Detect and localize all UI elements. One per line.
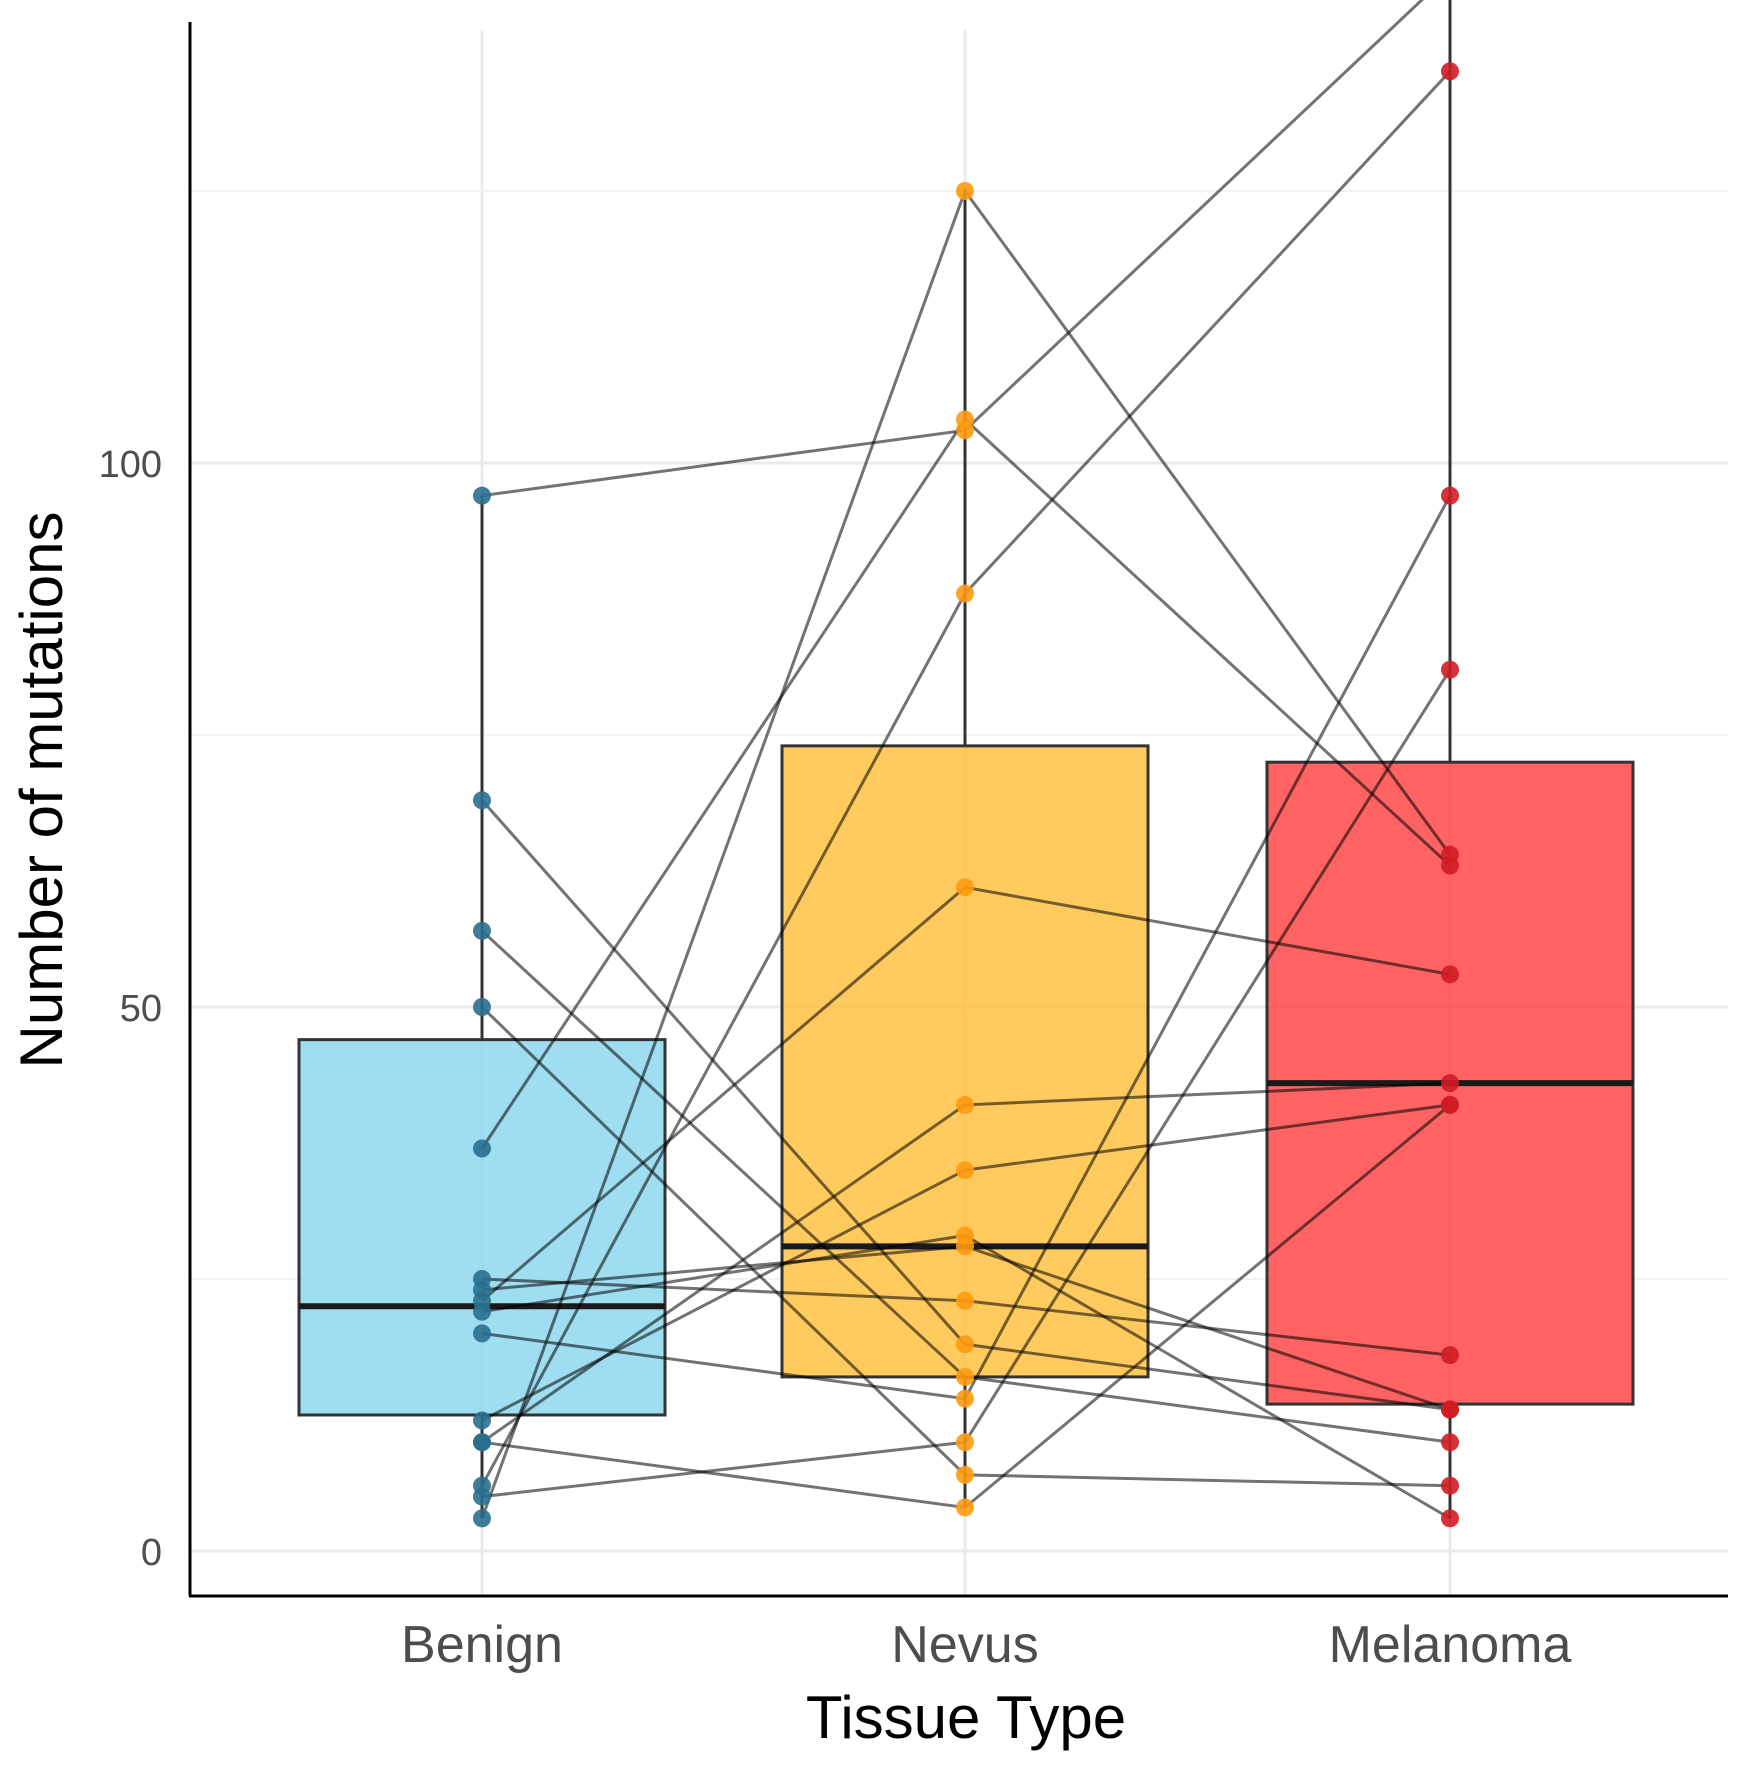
point-nevus-5 xyxy=(956,410,974,429)
point-melanoma-3 xyxy=(1441,1433,1459,1452)
point-melanoma-16 xyxy=(1441,1095,1459,1114)
point-nevus-2 xyxy=(956,1335,974,1354)
point-benign-16 xyxy=(473,1433,491,1452)
point-benign-4 xyxy=(473,998,491,1016)
point-benign-2 xyxy=(473,791,491,810)
point-benign-13 xyxy=(473,1487,491,1506)
x-axis-title: Tissue Type xyxy=(806,1684,1126,1751)
point-melanoma-11 xyxy=(1441,1074,1459,1093)
point-melanoma-6 xyxy=(1441,1346,1459,1365)
point-melanoma-4 xyxy=(1441,1476,1459,1495)
point-nevus-14 xyxy=(956,182,974,200)
point-nevus-15 xyxy=(956,1161,974,1180)
point-nevus-4 xyxy=(956,1465,974,1484)
point-nevus-11 xyxy=(956,1095,974,1114)
tick-labels: 0 50 100 Benign Nevus Melanoma xyxy=(99,444,1572,1674)
point-nevus-8 xyxy=(956,878,974,897)
x-tick-label-nevus: Nevus xyxy=(891,1616,1038,1674)
axes xyxy=(188,22,1728,1598)
box-benign xyxy=(297,1038,667,1417)
point-nevus-9 xyxy=(956,1226,974,1245)
point-benign-3 xyxy=(473,921,491,940)
x-tick-label-benign: Benign xyxy=(401,1616,563,1674)
x-tick-label-melanoma: Melanoma xyxy=(1329,1616,1572,1674)
point-nevus-16 xyxy=(956,1498,974,1517)
box-nevus xyxy=(780,744,1150,1379)
point-benign-1 xyxy=(473,486,491,505)
point-melanoma-9 xyxy=(1441,1509,1459,1528)
point-nevus-12 xyxy=(956,584,974,603)
point-benign-9 xyxy=(473,1302,491,1321)
point-melanoma-12 xyxy=(1441,62,1459,81)
point-melanoma-8 xyxy=(1441,965,1459,984)
point-melanoma-7 xyxy=(1441,1400,1459,1419)
point-nevus-10 xyxy=(956,1389,974,1408)
point-melanoma-13 xyxy=(1441,660,1459,679)
box-layer xyxy=(297,0,1635,1519)
point-nevus-13 xyxy=(956,1433,974,1452)
y-tick-label-50: 50 xyxy=(120,988,162,1030)
point-nevus-6 xyxy=(956,1291,974,1310)
point-benign-5 xyxy=(473,1139,491,1158)
y-tick-label-100: 100 xyxy=(99,444,162,486)
y-axis-title: Number of mutations xyxy=(8,512,75,1069)
point-benign-14 xyxy=(473,1509,491,1528)
point-melanoma-10 xyxy=(1441,486,1459,505)
y-tick-label-0: 0 xyxy=(141,1532,162,1574)
point-nevus-3 xyxy=(956,1367,974,1386)
point-melanoma-14 xyxy=(1441,845,1459,864)
data-points xyxy=(473,62,1459,1528)
point-benign-15 xyxy=(473,1411,491,1430)
point-benign-10 xyxy=(473,1324,491,1343)
